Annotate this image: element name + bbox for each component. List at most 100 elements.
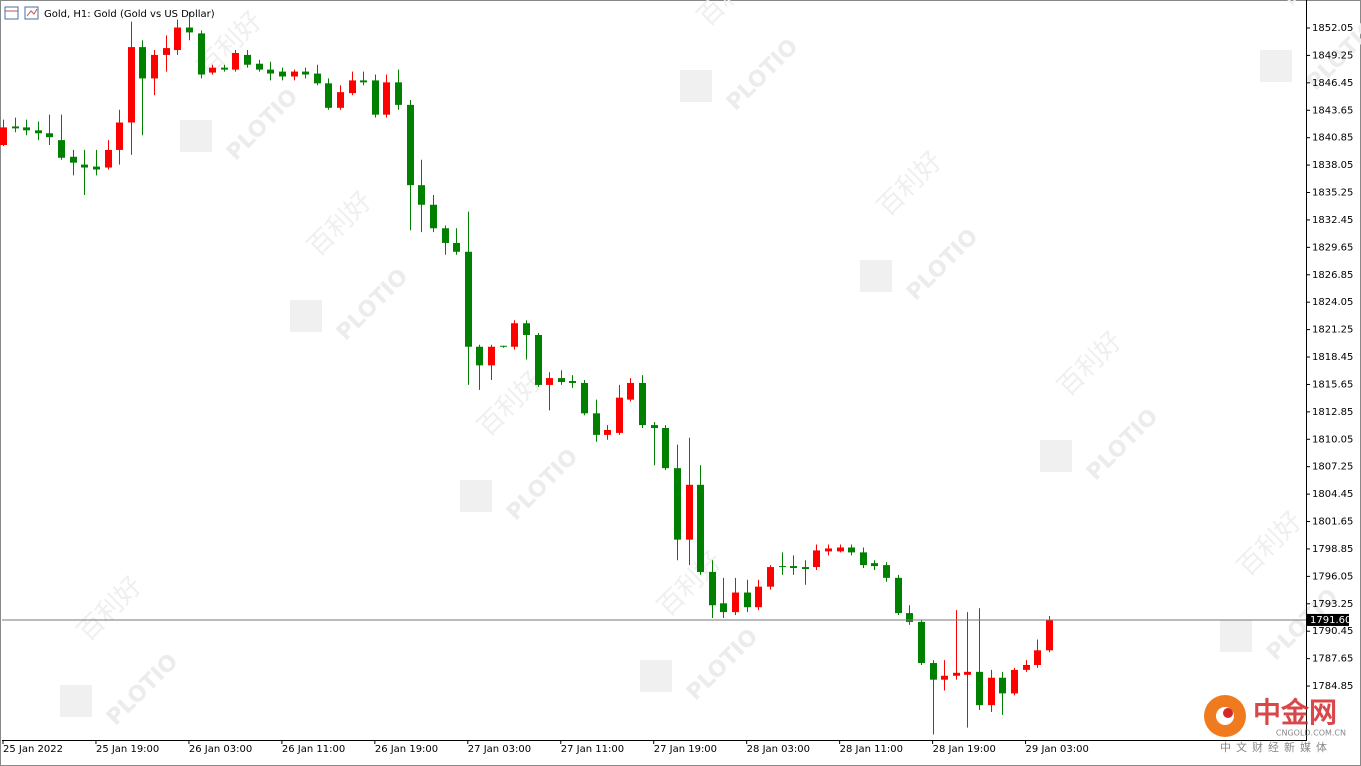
candle-body xyxy=(651,425,658,429)
candle-body xyxy=(767,567,774,587)
y-tick-label: 1804.45 xyxy=(1312,489,1353,500)
candle-body xyxy=(360,80,367,83)
candle-body xyxy=(267,69,274,74)
candle-body xyxy=(105,149,112,168)
candle-body xyxy=(523,323,530,335)
candle-body xyxy=(186,27,193,33)
x-tick-label: 28 Jan 19:00 xyxy=(933,744,996,755)
candle-body xyxy=(256,63,263,70)
candle-body xyxy=(662,428,669,469)
candle-body xyxy=(476,346,483,366)
y-tick-label: 1832.45 xyxy=(1312,215,1353,226)
candle-body xyxy=(871,563,878,567)
candle-body xyxy=(616,397,623,433)
x-tick-label: 27 Jan 03:00 xyxy=(468,744,531,755)
candle-body xyxy=(918,621,925,664)
candle-body xyxy=(1023,664,1030,670)
icon-table[interactable] xyxy=(4,6,19,20)
y-tick-label: 1849.25 xyxy=(1312,50,1353,61)
candle-body xyxy=(221,67,228,70)
candle-body xyxy=(802,567,809,570)
y-tick-label: 1812.85 xyxy=(1312,407,1353,418)
candle-body xyxy=(1011,669,1018,694)
y-tick-label: 1824.05 xyxy=(1312,297,1353,308)
candle-body xyxy=(0,127,7,146)
y-tick-label: 1818.45 xyxy=(1312,352,1353,363)
plot xyxy=(0,11,1053,735)
candle-body xyxy=(860,552,867,566)
candle-body xyxy=(279,71,286,77)
candle-body xyxy=(430,204,437,229)
candle-body xyxy=(93,166,100,170)
y-tick-label: 1796.05 xyxy=(1312,571,1353,582)
icon-chart[interactable] xyxy=(24,6,39,20)
candle-body xyxy=(569,381,576,383)
candle-body xyxy=(1034,650,1041,665)
candle-body xyxy=(418,185,425,205)
watermark-logo xyxy=(1260,50,1292,82)
watermark-logo xyxy=(1220,620,1252,652)
candle-body xyxy=(941,675,948,680)
candle-body xyxy=(604,429,611,435)
candle-body xyxy=(383,82,390,115)
x-tick-label: 29 Jan 03:00 xyxy=(1026,744,1089,755)
candle-body xyxy=(337,92,344,108)
candle-body xyxy=(12,126,19,129)
candle-body xyxy=(81,164,88,168)
candle-body xyxy=(732,592,739,613)
x-tick-label: 26 Jan 11:00 xyxy=(282,744,345,755)
icon-line xyxy=(26,8,38,17)
candle-body xyxy=(46,133,53,138)
watermark-logo xyxy=(680,70,712,102)
y-tick-label: 1810.05 xyxy=(1312,434,1353,445)
y-tick-label: 1829.65 xyxy=(1312,242,1353,253)
logo-tagline: 中文财经新媒体 xyxy=(1220,740,1332,754)
y-tick-label: 1790.45 xyxy=(1312,626,1353,637)
logo-name: 中金网 xyxy=(1253,696,1337,729)
candle-body xyxy=(232,52,239,70)
candle-body xyxy=(976,671,983,706)
y-tick-label: 1798.85 xyxy=(1312,544,1353,555)
y-tick-label: 1821.25 xyxy=(1312,325,1353,336)
x-tick-label: 28 Jan 03:00 xyxy=(747,744,810,755)
candle-body xyxy=(488,346,495,366)
watermark-logo xyxy=(1040,440,1072,472)
x-tick-label: 26 Jan 03:00 xyxy=(189,744,252,755)
watermark-logo xyxy=(290,300,322,332)
candle-body xyxy=(999,677,1006,694)
candle-body xyxy=(325,83,332,108)
candle-body xyxy=(58,140,65,158)
y-tick-label: 1846.45 xyxy=(1312,78,1353,89)
logo-site: CNGOLD.COM.CN xyxy=(1276,729,1346,738)
price-label-box xyxy=(1307,613,1349,626)
x-tick-label: 27 Jan 19:00 xyxy=(654,744,717,755)
y-tick-label: 1826.85 xyxy=(1312,270,1353,281)
candle-body xyxy=(23,127,30,131)
candle-body xyxy=(593,413,600,435)
y-tick-label: 1838.05 xyxy=(1312,160,1353,171)
candle-body xyxy=(128,47,135,123)
candle-body xyxy=(825,548,832,552)
candle-body xyxy=(116,122,123,150)
candle-body xyxy=(988,677,995,706)
y-tick-label: 1840.85 xyxy=(1312,133,1353,144)
candle-body xyxy=(302,71,309,75)
candle-body xyxy=(198,33,205,75)
candle-body xyxy=(395,82,402,105)
candle-body xyxy=(744,592,751,608)
y-tick-label: 1807.25 xyxy=(1312,462,1353,473)
candle-body xyxy=(755,586,762,608)
watermark-logo xyxy=(460,480,492,512)
watermark-logo xyxy=(60,685,92,717)
candle-body xyxy=(837,547,844,552)
candle-body xyxy=(465,251,472,347)
candle-body xyxy=(535,334,542,385)
candle-body xyxy=(697,484,704,572)
y-tick-label: 1835.25 xyxy=(1312,188,1353,199)
candle-body xyxy=(581,382,588,414)
candle-body xyxy=(686,484,693,540)
candle-body xyxy=(906,613,913,622)
candle-body xyxy=(546,378,553,385)
candle-body xyxy=(372,80,379,115)
